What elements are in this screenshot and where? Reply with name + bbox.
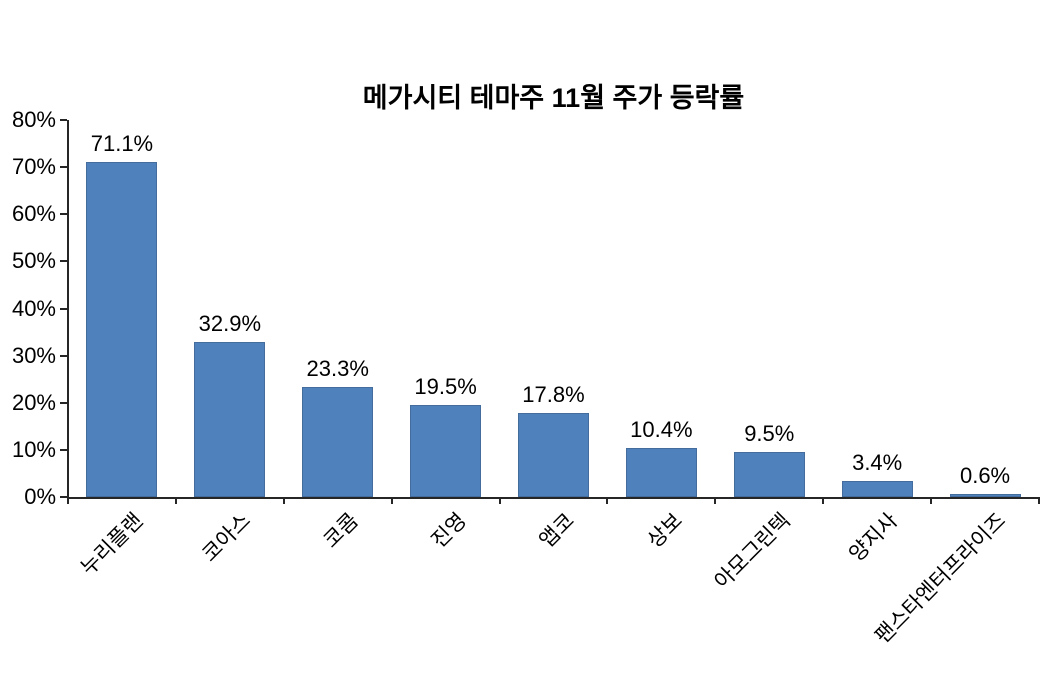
bar-value-label: 32.9%	[198, 310, 262, 336]
bar-value-label: 17.8%	[522, 382, 585, 408]
x-tick	[1038, 497, 1040, 504]
x-tick	[390, 497, 393, 504]
bar	[194, 341, 266, 497]
x-tick	[822, 497, 825, 504]
x-axis-label: 코콤	[319, 509, 363, 553]
x-axis-label: 상보	[643, 509, 687, 553]
bar	[949, 494, 1021, 497]
y-axis-tick-label: 60%	[11, 201, 56, 227]
bar	[625, 447, 697, 497]
bar-value-label: 10.4%	[630, 416, 693, 442]
bar	[86, 161, 158, 497]
y-tick	[60, 401, 67, 404]
bar-value-label: 9.5%	[744, 421, 795, 447]
y-axis-line	[67, 120, 69, 499]
x-axis-label: 아모그린텍	[709, 509, 795, 594]
y-tick	[60, 354, 67, 357]
x-axis-label: 앱코	[535, 509, 579, 553]
y-axis-tick-label: 80%	[11, 107, 56, 132]
x-axis-label: 진영	[427, 509, 471, 553]
y-axis-tick-label: 40%	[11, 295, 56, 321]
y-axis-tick-label: 10%	[11, 436, 56, 462]
bar	[841, 480, 913, 497]
x-tick	[282, 497, 285, 504]
x-tick	[498, 497, 501, 504]
y-tick	[60, 166, 67, 169]
y-axis-tick-label: 50%	[11, 248, 56, 274]
x-tick	[67, 497, 69, 504]
x-tick	[606, 497, 609, 504]
bar-value-label: 23.3%	[306, 356, 369, 382]
bar-value-label: 0.6%	[959, 463, 1011, 489]
y-tick	[60, 448, 67, 451]
x-axis-line	[67, 497, 1040, 499]
x-tick	[930, 497, 933, 504]
x-axis-label: 양지사	[845, 509, 903, 567]
bar	[518, 413, 589, 497]
x-axis-label: 누리플랜	[76, 509, 148, 580]
chart-title: 메가시티 테마주 11월 주가 등락률	[362, 83, 745, 113]
bar	[733, 452, 805, 497]
y-tick	[60, 119, 67, 121]
x-axis-label: 코아스	[197, 509, 256, 567]
y-axis-tick-label: 70%	[11, 154, 56, 180]
x-tick	[174, 497, 177, 504]
bar	[410, 405, 482, 497]
bar-value-label: 71.1%	[90, 130, 154, 156]
bar-value-label: 19.5%	[414, 374, 477, 400]
y-axis-tick-label: 0%	[24, 484, 56, 509]
x-tick	[714, 497, 717, 504]
y-axis-tick-label: 20%	[11, 389, 56, 415]
bar	[302, 387, 374, 497]
y-tick	[60, 213, 67, 216]
y-tick	[60, 496, 67, 498]
bar-value-label: 3.4%	[852, 449, 903, 475]
y-axis-tick-label: 30%	[11, 342, 56, 368]
y-tick	[60, 307, 67, 310]
y-tick	[60, 260, 67, 263]
